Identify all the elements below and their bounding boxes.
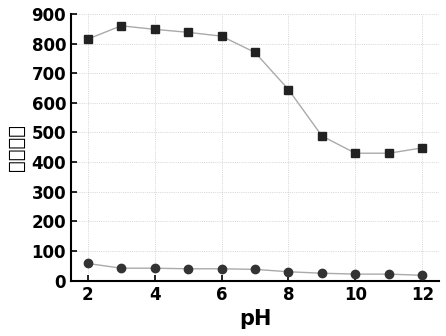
- Y-axis label: 荧光强度: 荧光强度: [7, 124, 26, 171]
- X-axis label: pH: pH: [239, 309, 271, 329]
